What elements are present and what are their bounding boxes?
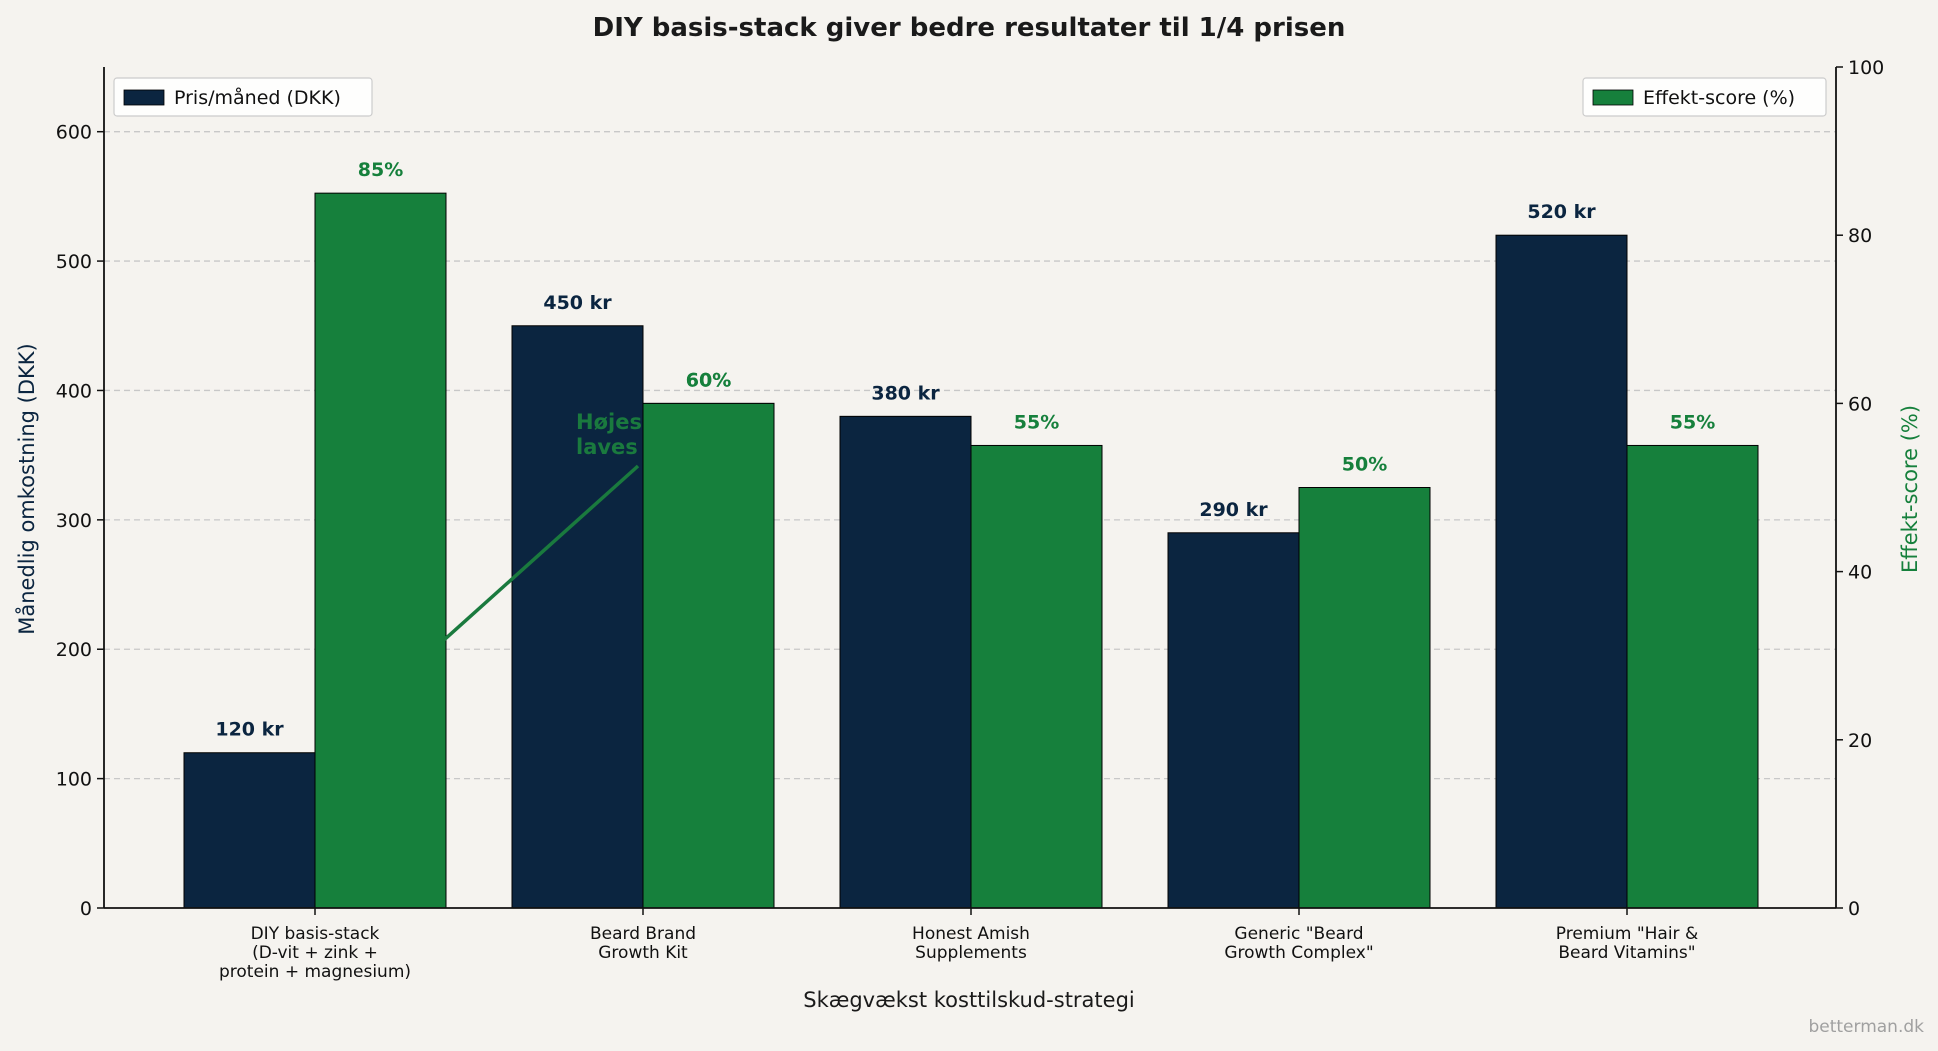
bar-price-label: 450 kr <box>543 292 612 314</box>
bar-price-label: 520 kr <box>1527 201 1596 223</box>
y-left-tick-label: 100 <box>56 769 92 791</box>
x-tick-label: Generic "Beard <box>1234 924 1363 944</box>
chart-title: DIY basis-stack giver bedre resultater t… <box>593 13 1346 43</box>
legend-label: Effekt-score (%) <box>1643 87 1795 109</box>
x-tick-label: Growth Complex" <box>1224 943 1373 963</box>
x-tick-label: Honest Amish <box>912 924 1030 944</box>
legend-label: Pris/måned (DKK) <box>174 86 341 109</box>
y-axis-left-label: Månedlig omkostning (DKK) <box>14 343 39 635</box>
y-left-tick-label: 0 <box>80 898 92 920</box>
x-tick-label: Beard Brand <box>590 924 696 944</box>
x-tick-label: Growth Kit <box>598 943 688 963</box>
bar-price <box>183 752 316 909</box>
y-left-tick-label: 200 <box>56 639 92 661</box>
bar-price <box>1495 234 1628 909</box>
bar-effect <box>1298 487 1431 909</box>
annotation-arrow <box>442 464 640 642</box>
bar-effect <box>1626 444 1759 909</box>
x-tick-label: DIY basis-stack <box>251 924 380 944</box>
x-axis-label: Skægvækst kosttilskud-strategi <box>803 988 1135 1012</box>
x-tick-label: Beard Vitamins" <box>1558 943 1695 963</box>
bar-effect-label: 55% <box>1014 411 1059 433</box>
bar-effect <box>970 444 1103 909</box>
bar-price <box>839 415 972 909</box>
legend: Pris/måned (DKK) Effekt-score (%) <box>113 77 1827 117</box>
bar-effect-label-overlay: 60% <box>686 369 731 391</box>
bar-price <box>1167 532 1300 909</box>
bar-effect-label: 55% <box>1670 411 1715 433</box>
axes <box>103 67 1837 909</box>
bar-effect-overlay <box>642 402 775 909</box>
legend-swatch <box>1592 89 1634 106</box>
y-left-tick-label: 300 <box>56 510 92 532</box>
bar-price-label: 290 kr <box>1199 499 1268 521</box>
annotation-text: laves <box>576 435 638 459</box>
watermark: betterman.dk <box>1808 1017 1924 1037</box>
legend-left: Pris/måned (DKK) <box>113 77 373 117</box>
legend-swatch <box>123 89 165 106</box>
legend-box <box>113 77 373 117</box>
legend-box <box>1582 77 1827 117</box>
bar-price <box>511 325 644 909</box>
x-tick-label: Supplements <box>915 943 1027 963</box>
data-labels: 120 kr 85% 450 kr 60% 380 kr 55% 290 kr 50% 520 … <box>215 159 1715 741</box>
legend-right: Effekt-score (%) <box>1582 77 1827 117</box>
bars <box>183 192 1759 909</box>
y-right-tick-label: 80 <box>1848 225 1872 247</box>
bar-effect-label: 85% <box>358 159 403 181</box>
ticks: 0 100 200 300 400 500 600 0 20 40 60 80 100 DIY basis… <box>56 57 1885 982</box>
y-right-tick-label: 60 <box>1848 393 1872 415</box>
y-axis-right-label: Effekt-score (%) <box>1898 405 1922 573</box>
bar-effect <box>314 192 447 909</box>
y-left-tick-label: 400 <box>56 380 92 402</box>
bar-price-label: 120 kr <box>215 719 284 741</box>
bar-effect-label: 50% <box>1342 454 1387 476</box>
y-left-tick-label: 500 <box>56 251 92 273</box>
bar-effect-label: 60% <box>686 369 731 391</box>
x-tick-label: protein + magnesium) <box>219 962 411 982</box>
y-right-tick-label: 20 <box>1848 730 1872 752</box>
bar-price-label: 380 kr <box>871 382 940 404</box>
y-right-tick-label: 40 <box>1848 562 1872 584</box>
annotation-text: Højes <box>576 410 642 434</box>
x-tick-label: Premium "Hair & <box>1556 924 1698 944</box>
y-right-tick-label: 100 <box>1848 57 1884 79</box>
x-tick-label: (D-vit + zink + <box>252 943 378 963</box>
y-right-tick-label: 0 <box>1848 898 1860 920</box>
y-left-tick-label: 600 <box>56 122 92 144</box>
